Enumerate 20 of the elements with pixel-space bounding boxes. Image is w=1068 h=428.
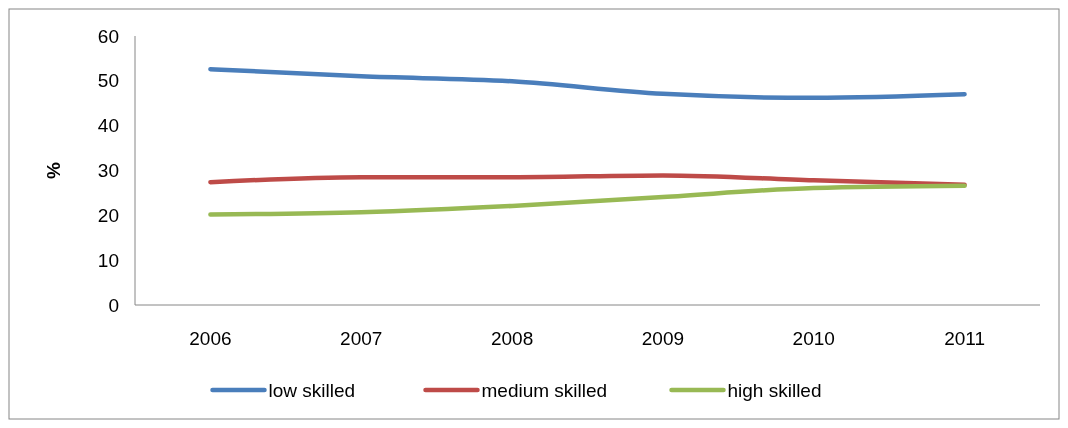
y-tick-label: 40 [97, 115, 119, 137]
x-tick-label: 2008 [490, 328, 534, 349]
y-axis-title: % [43, 161, 64, 179]
legend-label: medium skilled [481, 379, 608, 401]
line-series [208, 66, 967, 101]
x-tick-label: 2007 [340, 328, 383, 349]
x-tick-label: 2010 [792, 328, 835, 349]
y-tick-label: 20 [97, 204, 119, 226]
y-tick-label: 0 [108, 294, 119, 316]
y-tick-label: 60 [97, 25, 119, 47]
legend-label: low skilled [268, 379, 356, 401]
line-series [208, 173, 967, 188]
x-tick-label: 2011 [944, 328, 986, 349]
y-tick-label: 30 [97, 160, 119, 182]
y-tick-label: 10 [97, 249, 119, 271]
legend-label: high skilled [727, 379, 822, 401]
y-tick-label: 50 [97, 70, 119, 92]
x-tick-label: 2006 [189, 328, 232, 349]
line-series [208, 183, 967, 217]
x-tick-label: 2009 [641, 328, 685, 349]
